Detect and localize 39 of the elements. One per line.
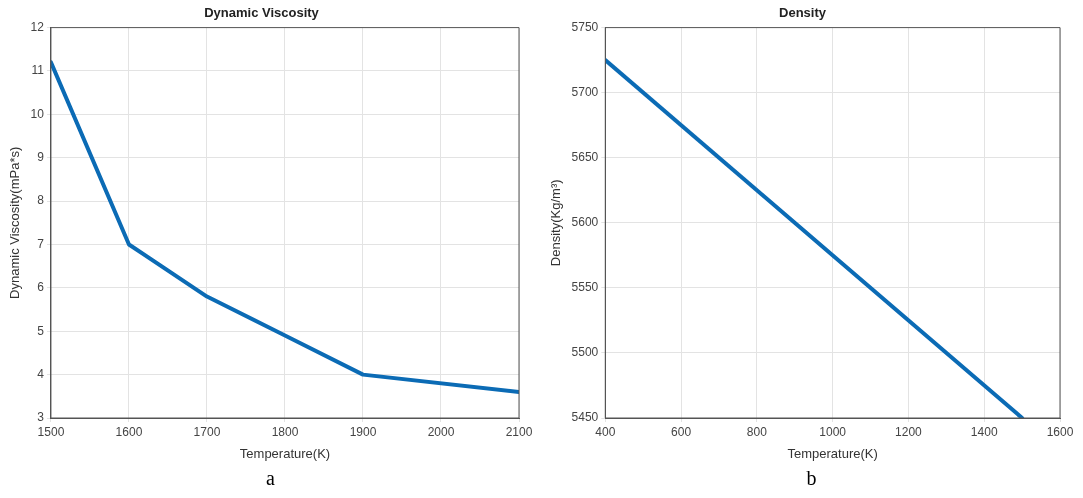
x-tick-label: 600 xyxy=(671,424,692,439)
x-tick-label: 1600 xyxy=(115,424,143,439)
x-tick-label: 1600 xyxy=(1046,424,1074,439)
x-tick-label: 400 xyxy=(595,424,616,439)
y-tick-label: 5500 xyxy=(571,345,599,360)
y-axis-title: Density(Kg/m³) xyxy=(548,179,564,267)
x-tick-label: 1900 xyxy=(349,424,377,439)
y-tick-label: 8 xyxy=(37,193,45,208)
x-tick-label: 800 xyxy=(746,424,768,439)
x-axis-title: Temperature(K) xyxy=(787,445,878,461)
x-tick-label: 2000 xyxy=(427,424,455,439)
x-tick-label: 1200 xyxy=(895,424,923,439)
x-axis-title: Temperature(K) xyxy=(239,445,331,461)
text: a xyxy=(265,466,276,491)
x-tick-label: 1400 xyxy=(970,424,998,439)
y-axis-title: Dynamic Viscosity(mPa*s) xyxy=(7,146,23,299)
y-tick-label: 5 xyxy=(37,323,45,338)
y-tick-label: 6 xyxy=(37,280,45,295)
x-tick-label: 1800 xyxy=(271,424,299,439)
text: b xyxy=(805,466,818,491)
y-tick-label: 12 xyxy=(30,19,45,34)
y-tick-label: 5700 xyxy=(571,84,599,99)
y-tick-label: 5650 xyxy=(571,150,599,165)
y-tick-label: 11 xyxy=(31,63,45,78)
x-tick-label: 1500 xyxy=(37,424,65,439)
y-tick-label: 10 xyxy=(30,106,45,121)
y-tick-label: 5750 xyxy=(571,19,599,34)
y-tick-label: 9 xyxy=(37,150,45,165)
chart-title: Dynamic Viscosity xyxy=(204,5,320,21)
x-tick-label: 1000 xyxy=(819,424,847,439)
y-tick-label: 3 xyxy=(37,410,45,425)
x-tick-label: 1700 xyxy=(193,424,221,439)
y-tick-label: 5550 xyxy=(571,280,599,295)
y-tick-label: 7 xyxy=(37,236,45,251)
y-tick-label: 5450 xyxy=(571,410,599,425)
y-tick-label: 4 xyxy=(37,366,45,381)
y-tick-label: 5600 xyxy=(571,215,599,230)
chart-title: Density xyxy=(779,5,827,21)
x-tick-label: 2100 xyxy=(505,424,533,439)
